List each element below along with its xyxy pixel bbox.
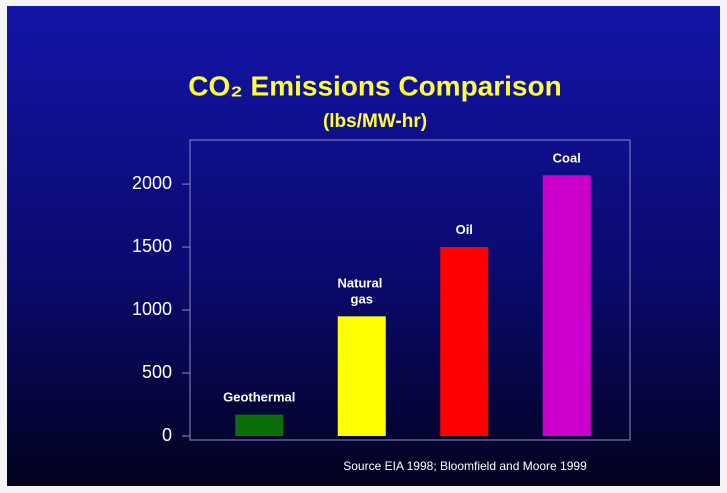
y-tick-label: 2000 xyxy=(132,173,172,193)
bar xyxy=(235,414,284,436)
y-tick-label: 500 xyxy=(142,362,172,382)
category-label: Geothermal xyxy=(223,390,295,405)
bar xyxy=(440,247,489,436)
source-note: Source EIA 1998; Bloomfield and Moore 19… xyxy=(343,459,587,473)
y-tick-label: 0 xyxy=(162,425,172,445)
y-tick-label: 1500 xyxy=(132,236,172,256)
category-label: Oil xyxy=(456,223,473,238)
y-tick-label: 1000 xyxy=(132,299,172,319)
bar xyxy=(542,175,591,437)
chart-subtitle: (lbs/MW-hr) xyxy=(323,111,427,132)
bar xyxy=(337,316,386,436)
category-label: Natural gas xyxy=(338,276,386,307)
chart-title: CO₂ Emissions Comparison xyxy=(188,70,561,101)
category-label: Coal xyxy=(553,151,581,166)
plot-frame xyxy=(189,139,631,441)
